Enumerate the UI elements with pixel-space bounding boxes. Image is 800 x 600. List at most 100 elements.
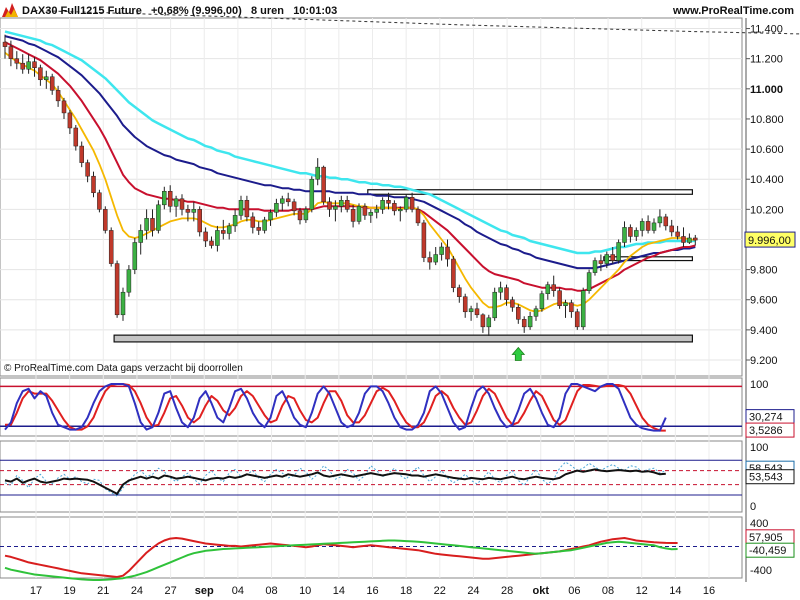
candle-body [480,314,486,328]
osc-axis-label: 0 [750,501,756,513]
candle-body [421,222,427,258]
candle-body [8,46,14,59]
x-axis-label: 22 [434,585,446,597]
x-axis-label: sep [195,585,214,597]
candle-body [339,200,344,207]
candle-body [150,218,155,231]
x-axis-label: 24 [131,585,143,597]
candle-body [433,254,438,263]
candle-body [663,216,669,227]
candle-body [415,209,421,224]
price-axis-label: 10.400 [750,174,784,186]
candle-body [374,209,379,213]
candle-body [628,227,633,237]
stoch-d-value: 3,5286 [749,425,783,437]
candle-body [362,206,368,216]
candle-body [26,61,31,70]
candle-body [575,311,580,328]
price-axis-label: 10.200 [750,204,784,216]
x-axis-label: 16 [703,585,715,597]
candle-body [203,231,208,242]
candle-body [474,308,480,316]
candle-body [256,227,261,231]
candle-body [303,209,309,221]
price-axis-label: 11.000 [750,84,783,96]
support-zone [367,189,693,195]
candle-body [610,254,615,261]
x-axis-label: 08 [602,585,614,597]
candle-body [144,218,149,231]
candle-body [510,299,515,308]
candle-body [616,242,621,261]
osc-signal-line [4,461,666,497]
candle-body [687,237,692,243]
candle-body [73,127,79,147]
x-axis-label: 08 [265,585,277,597]
candle-body [32,61,37,68]
candle-body [85,162,90,177]
candle-body [2,41,8,47]
candle-body [291,201,297,212]
mom-panel-frame [0,516,743,579]
candle-body [527,316,533,328]
stoch-k-line [4,383,667,432]
candle-body [557,290,562,307]
site-url[interactable]: www.ProRealTime.com [672,5,794,17]
candle-body [622,227,627,243]
price-panel-frame [0,17,743,377]
support-zone [113,334,693,343]
x-axis-label: 04 [232,585,244,597]
stoch-d-value-box [745,422,795,438]
x-axis-label: 17 [30,585,42,597]
x-axis-label: 14 [333,585,345,597]
candle-body [38,67,43,81]
candle-body [108,230,114,264]
candle-body [681,236,686,243]
candle-body [167,191,173,207]
candle-body [97,192,102,210]
x-axis-label: 27 [164,585,176,597]
candle-body [468,308,474,313]
x-axis-label: 16 [366,585,378,597]
candle-body [427,257,433,263]
candle-body [197,209,202,233]
x-axis-label: 14 [669,585,681,597]
candle-body [280,198,285,204]
osc-main-line [4,468,666,495]
candle-body [344,200,350,210]
candle-body [262,219,267,231]
candle-body [398,209,403,212]
candle-body [639,221,645,231]
price-axis-label: 10.600 [750,144,784,156]
chart-header: DAX30 Full1215 Future +0,68% (9.996,00) … [22,5,337,17]
candle-body [693,237,698,241]
last-price-label: 9.996,00 [748,235,791,247]
candle-body [457,287,462,297]
buy-arrow-icon [511,346,526,361]
candle-body [492,291,497,319]
candle-body [498,287,503,293]
candle-body [356,206,362,222]
candle-body [268,212,273,221]
candle-body [634,230,639,237]
x-axis-label: 24 [467,585,479,597]
candle-body [114,263,120,316]
osc-axis-label: 100 [750,442,768,454]
candle-body [569,302,574,313]
candle-body [126,269,132,293]
price-axis-label: 11.200 [750,54,783,66]
x-axis-label: 12 [636,585,648,597]
candle-body [215,230,220,246]
momentum-value-green: -40,459 [749,545,786,557]
candle-body [462,296,468,313]
candle-body [132,242,138,270]
candle-body [14,58,20,64]
osc-value-lower-box [745,469,795,485]
candle-body [91,175,96,194]
candle-body [592,260,598,273]
candle-body [403,197,409,210]
interval: 8 uren [251,5,285,17]
candle-body [185,209,191,213]
candle-body [103,209,108,231]
candle-body [651,222,657,231]
